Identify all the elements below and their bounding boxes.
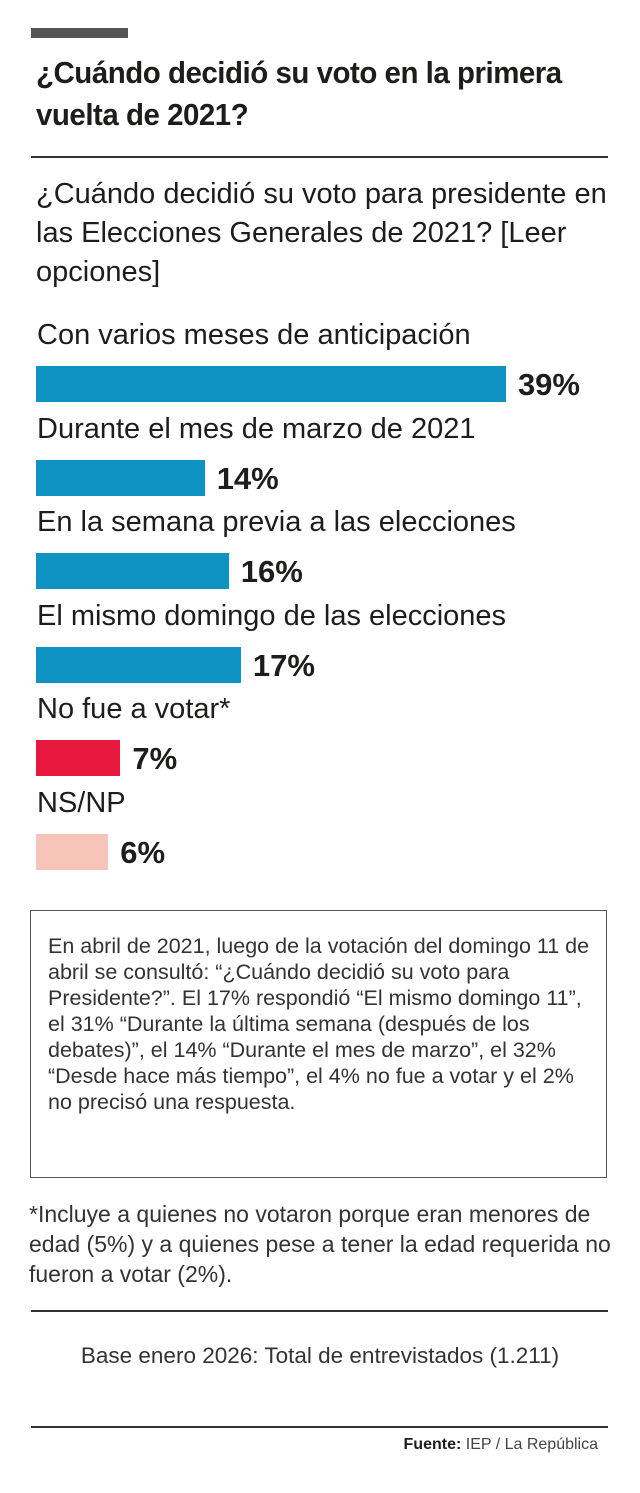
value-label: 14% [216, 460, 279, 496]
bar [36, 459, 205, 496]
bar [36, 553, 229, 589]
chart-title: ¿Cuándo decidió su voto en la primera vu… [36, 55, 562, 132]
survey-question: ¿Cuándo decidió su voto para presidente … [36, 178, 607, 288]
bar [36, 740, 121, 776]
divider [31, 1310, 608, 1312]
context-note: En abril de 2021, luego de la votación d… [30, 910, 607, 1178]
category-label: Con varios meses de anticipación [37, 319, 471, 351]
divider [31, 156, 608, 158]
category-label: Durante el mes de marzo de 2021 [37, 412, 476, 445]
footnote: *Incluye a quienes no votaron porque era… [29, 1201, 611, 1287]
value-label: 17% [252, 647, 315, 683]
category-label: En la semana previa a las elecciones [37, 506, 516, 538]
category-label: NS/NP [37, 786, 126, 819]
value-label: 39% [517, 367, 580, 402]
bar [36, 366, 506, 402]
header-accent-bar [31, 28, 128, 38]
value-label: 7% [132, 741, 178, 776]
sample-base: Base enero 2026: Total de entrevistados … [80, 1343, 560, 1368]
value-label: 16% [240, 554, 303, 589]
source: Fuente: IEP / La República [404, 1436, 598, 1454]
divider [31, 1426, 608, 1428]
source-text: IEP / La República [461, 1436, 598, 1453]
value-label: 6% [120, 834, 166, 870]
category-label: No fue a votar* [37, 693, 231, 725]
bar [36, 646, 241, 683]
bar [36, 833, 109, 870]
source-label: Fuente: [403, 1436, 462, 1453]
category-label: El mismo domingo de las elecciones [37, 599, 507, 632]
